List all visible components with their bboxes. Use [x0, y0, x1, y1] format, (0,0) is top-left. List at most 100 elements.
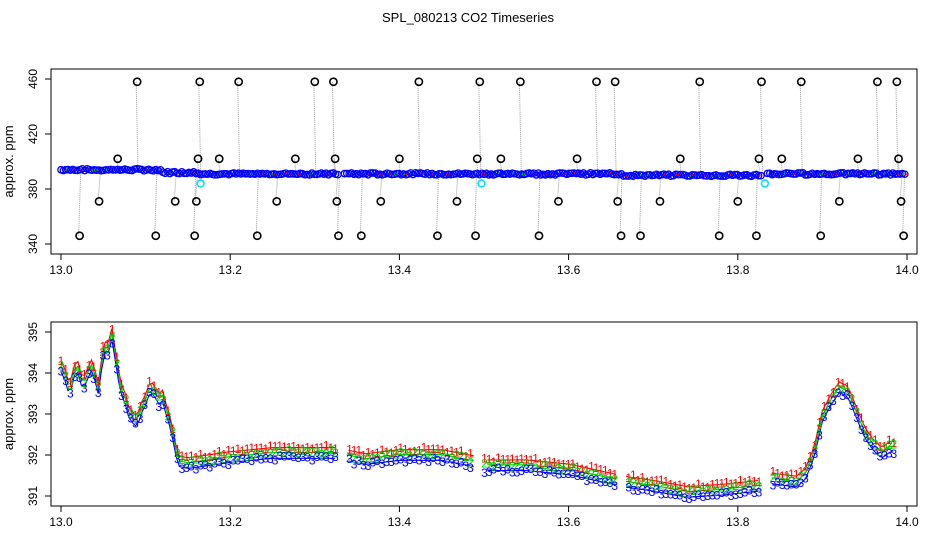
- series-marker: 2: [146, 382, 153, 396]
- outlier-point: [356, 231, 366, 241]
- series-marker: 2: [90, 366, 97, 380]
- spike-line: [899, 173, 903, 202]
- series-marker: 3: [784, 478, 791, 492]
- x-tick-label: 13.2: [219, 515, 243, 529]
- series-marker: 1: [695, 477, 702, 491]
- series-marker: 1: [304, 441, 311, 455]
- data-point: [754, 171, 763, 180]
- outlier-point: [777, 154, 787, 164]
- series-marker: 1: [430, 442, 437, 456]
- outlier-point: [892, 77, 902, 87]
- series-marker: 1: [635, 473, 642, 487]
- series-marker: 3: [351, 457, 358, 471]
- series-marker: 3: [588, 473, 595, 487]
- series-marker: 2: [244, 450, 251, 464]
- series-marker: 1: [197, 447, 204, 461]
- series-marker: 2: [234, 451, 241, 465]
- series-marker: 2: [588, 467, 595, 481]
- series-marker: 3: [597, 475, 604, 489]
- spike-line: [575, 158, 579, 174]
- series-marker: 1: [891, 436, 898, 450]
- data-point: [674, 170, 682, 179]
- data-point: [109, 166, 117, 174]
- series-marker: 2: [635, 477, 642, 491]
- outlier-point: [193, 154, 203, 164]
- series-marker: 1: [532, 452, 539, 466]
- series-marker: 2: [695, 483, 702, 497]
- series-marker: 2: [514, 458, 521, 472]
- data-point-inner: [758, 174, 761, 177]
- series-marker: 1: [704, 480, 711, 494]
- series-marker: 3: [383, 455, 390, 469]
- flagged-point: [196, 179, 205, 188]
- series-marker: 3: [751, 486, 758, 500]
- series-marker: 1: [877, 439, 884, 453]
- series-marker: 1: [802, 460, 809, 474]
- series-marker: 2: [751, 479, 758, 493]
- series-marker: 3: [81, 381, 88, 395]
- series-marker: 3: [402, 455, 409, 469]
- series-marker: 3: [677, 488, 684, 502]
- series-marker: 1: [490, 455, 497, 469]
- series-marker: 2: [67, 378, 74, 392]
- series-marker: 1: [369, 447, 376, 461]
- series-marker: 3: [844, 388, 851, 402]
- series-marker: 2: [849, 392, 856, 406]
- series-marker: 1: [244, 442, 251, 456]
- series-marker: 2: [560, 463, 567, 477]
- series-marker: 1: [360, 449, 367, 463]
- series-marker: 3: [723, 485, 730, 499]
- series-marker: 2: [672, 482, 679, 496]
- series-marker: 3: [262, 452, 269, 466]
- series-marker: 3: [835, 386, 842, 400]
- series-marker: 2: [714, 485, 721, 499]
- series-marker: 3: [86, 367, 93, 381]
- series-marker: 1: [183, 450, 190, 464]
- series-marker: 2: [58, 359, 65, 373]
- series-marker: 2: [118, 382, 125, 396]
- series-marker: 2: [360, 453, 367, 467]
- series-marker: 1: [230, 444, 237, 458]
- series-marker: 1: [732, 476, 739, 490]
- series-marker: 3: [821, 410, 828, 424]
- series-marker: 1: [202, 451, 209, 465]
- series-marker: 2: [886, 438, 893, 452]
- spike-line: [78, 173, 82, 236]
- spike-line: [313, 81, 317, 174]
- series-marker: 2: [351, 451, 358, 465]
- data-point: [643, 171, 652, 179]
- series-marker: 2: [556, 462, 563, 476]
- series-marker: 1: [742, 475, 749, 489]
- series-marker: 1: [779, 469, 786, 483]
- spike-line: [616, 173, 620, 202]
- series-marker: 3: [611, 479, 618, 493]
- x-tick-label: 13.0: [49, 515, 73, 529]
- series-marker: 1: [872, 433, 879, 447]
- series-marker: 2: [458, 449, 465, 463]
- series-marker: 3: [346, 452, 353, 466]
- series-marker: 2: [681, 486, 688, 500]
- series-marker: 3: [379, 457, 386, 471]
- series-marker: 2: [490, 459, 497, 473]
- series-marker: 1: [295, 442, 302, 456]
- series-marker: 3: [397, 452, 404, 466]
- spike-line: [173, 173, 177, 202]
- series-marker: 2: [737, 483, 744, 497]
- series-marker: 1: [835, 376, 842, 390]
- series-marker: 2: [165, 409, 172, 423]
- series-marker: 3: [490, 463, 497, 477]
- series-marker: 1: [435, 442, 442, 456]
- series-marker: 1: [844, 380, 851, 394]
- series-marker: 1: [751, 475, 758, 489]
- series-marker: 1: [625, 471, 632, 485]
- series-marker: 1: [816, 415, 823, 429]
- series-marker: 2: [793, 475, 800, 489]
- series-marker: 2: [253, 447, 260, 461]
- series-marker: 3: [109, 337, 116, 351]
- series-marker: 2: [835, 382, 842, 396]
- spike-line: [595, 81, 599, 174]
- spike-line: [335, 173, 339, 202]
- series-marker: 2: [770, 471, 777, 485]
- series-marker: 3: [467, 461, 474, 475]
- series-marker: 2: [174, 446, 181, 460]
